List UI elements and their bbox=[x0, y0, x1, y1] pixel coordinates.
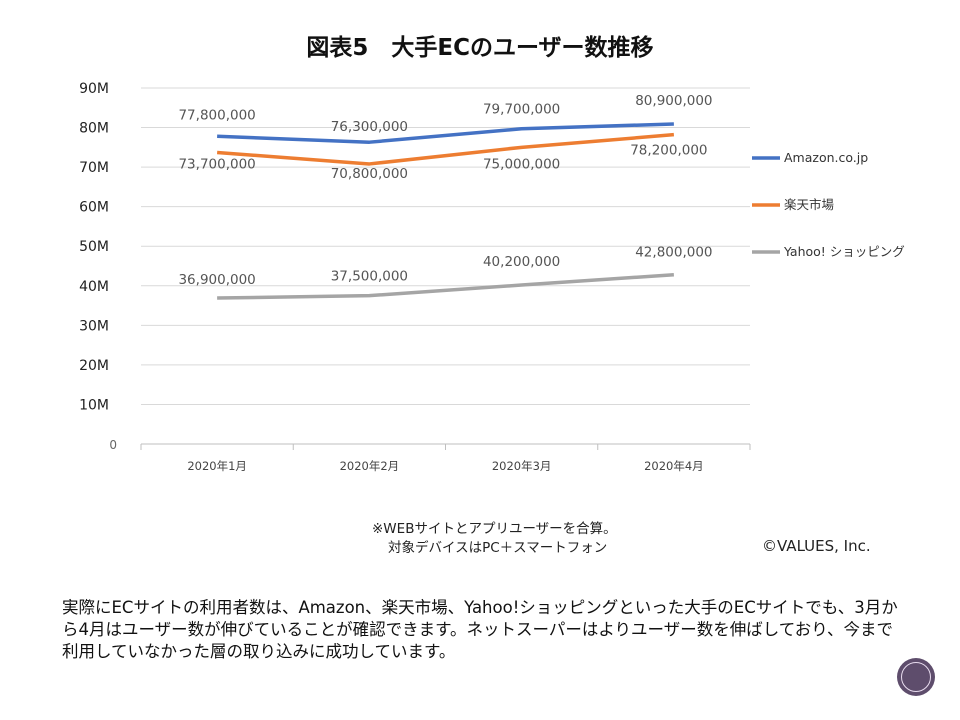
y-tick-label: 10M bbox=[79, 397, 109, 413]
data-label: 73,700,000 bbox=[178, 156, 255, 172]
data-label: 75,000,000 bbox=[483, 156, 560, 172]
x-tick-label: 2020年1月 bbox=[187, 459, 247, 473]
data-label: 36,900,000 bbox=[178, 272, 255, 288]
y-tick-label: 50M bbox=[79, 239, 109, 255]
y-tick-label: 70M bbox=[79, 160, 109, 176]
caption-text: 実際にECサイトの利用者数は、Amazon、楽天市場、Yahoo!ショッピングと… bbox=[62, 598, 898, 661]
y-tick-label: 60M bbox=[79, 200, 109, 216]
legend-label: 楽天市場 bbox=[784, 197, 834, 212]
data-label: 76,300,000 bbox=[331, 119, 408, 135]
y-tick-label: 80M bbox=[79, 121, 109, 137]
data-label: 70,800,000 bbox=[331, 166, 408, 182]
footnote: ※WEBサイトとアプリユーザーを合算。 対象デバイスはPC＋スマートフォン bbox=[372, 520, 617, 558]
legend-label: Amazon.co.jp bbox=[784, 150, 868, 165]
legend-label: Yahoo! ショッピング bbox=[783, 244, 905, 259]
y-tick-label: 0 bbox=[109, 438, 117, 452]
x-tick-label: 2020年2月 bbox=[340, 459, 400, 473]
data-label: 80,900,000 bbox=[635, 93, 712, 109]
series-line-1 bbox=[216, 132, 675, 166]
y-tick-label: 90M bbox=[79, 81, 109, 97]
footnote-line: ※WEBサイトとアプリユーザーを合算。 bbox=[372, 521, 617, 537]
data-label: 37,500,000 bbox=[331, 269, 408, 285]
x-tick-label: 2020年4月 bbox=[644, 459, 704, 473]
data-label: 79,700,000 bbox=[483, 102, 560, 118]
data-label: 78,200,000 bbox=[630, 143, 707, 159]
series-line-0 bbox=[217, 122, 674, 144]
line-chart: 0 10M 20M 30M 40M 50M 60M 70M 80M 90M 2020年1月 2020年… bbox=[79, 81, 905, 473]
copyright: ©VALUES, Inc. bbox=[762, 537, 871, 555]
series-line-2 bbox=[217, 272, 674, 300]
y-tick-label: 30M bbox=[79, 318, 109, 334]
chart-title: 図表5 大手ECのユーザー数推移 bbox=[306, 35, 654, 61]
footnote-line: 対象デバイスはPC＋スマートフォン bbox=[388, 540, 608, 556]
data-label: 42,800,000 bbox=[635, 245, 712, 261]
logo-badge bbox=[897, 658, 935, 696]
data-label: 77,800,000 bbox=[178, 107, 255, 123]
y-tick-label: 40M bbox=[79, 279, 109, 295]
data-label: 40,200,000 bbox=[483, 254, 560, 270]
x-tick-label: 2020年3月 bbox=[492, 459, 552, 473]
y-tick-label: 20M bbox=[79, 358, 109, 374]
